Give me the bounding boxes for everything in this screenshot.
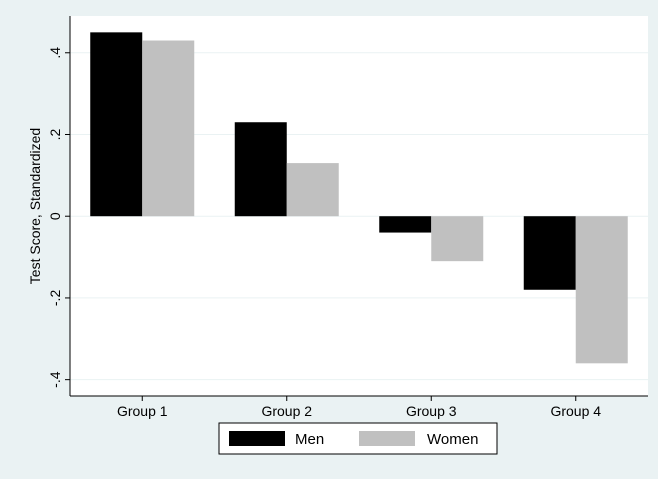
legend-label-men: Men [295, 431, 324, 448]
x-ticks: Group 1 Group 2 Group 3 Group 4 [117, 396, 601, 419]
y-tick-label: 0 [47, 212, 63, 220]
bar-men-1 [90, 32, 143, 217]
bar-women-2 [286, 163, 339, 217]
x-tick-label: Group 1 [117, 403, 168, 419]
legend: Men Women [218, 422, 498, 455]
bar-women-4 [575, 216, 628, 364]
legend-swatch-women [359, 431, 415, 446]
bar-men-2 [234, 122, 287, 217]
y-tick-label: -.4 [47, 371, 63, 388]
legend-label-women: Women [427, 431, 478, 448]
x-tick-label: Group 2 [261, 403, 312, 419]
bar-men-3 [379, 216, 432, 233]
y-tick-label: -.2 [47, 290, 63, 307]
bar-men-4 [523, 216, 576, 290]
y-axis-title: Test Score, Standardized [27, 128, 43, 284]
bar-women-3 [431, 216, 484, 262]
bars [90, 32, 628, 364]
x-tick-label: Group 3 [406, 403, 457, 419]
legend-swatch-men [229, 431, 285, 446]
y-ticks: -.4 -.2 0 .2 .4 [47, 47, 70, 388]
x-tick-label: Group 4 [550, 403, 601, 419]
y-tick-label: .4 [47, 47, 63, 59]
bar-women-1 [142, 40, 195, 217]
y-tick-label: .2 [47, 128, 63, 140]
